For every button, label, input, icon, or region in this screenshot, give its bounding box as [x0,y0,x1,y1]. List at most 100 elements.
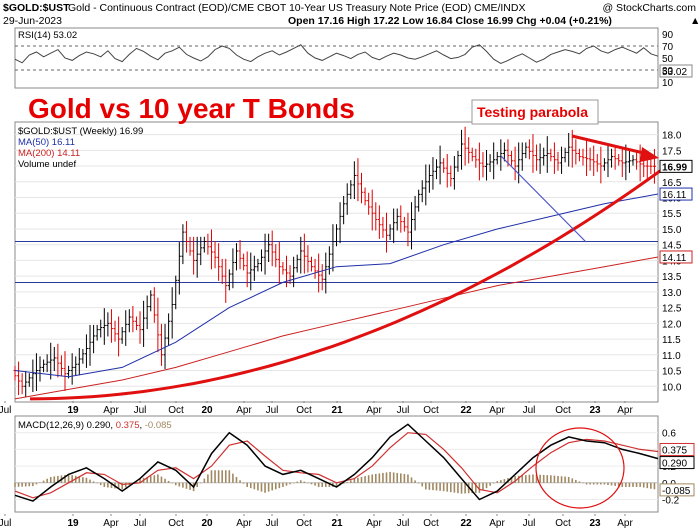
price-value-tag [659,159,693,173]
rsi-tick-label: 90 [662,30,674,41]
macd-histogram-bar [582,482,584,484]
signal-line [14,432,659,499]
price-tick-label: 10.0 [662,382,682,393]
macd-histogram-bar [349,480,352,483]
highlight-circle [535,427,625,509]
x-axis-label: Jul [266,405,279,416]
macd-histogram-bar [653,482,656,490]
macd-histogram-bar [149,476,152,483]
macd-histogram-bar [57,475,59,483]
macd-histogram-bar [246,482,248,487]
macd-histogram-bar [442,482,445,492]
x-axis-label: Jul [266,518,279,529]
ma50-legend: MA(50) 16.11 [18,137,75,148]
copyright-label: @ StockCharts.com [602,2,696,14]
x-axis-label: Jul [134,518,147,529]
price-tick-label: 11.0 [662,351,681,362]
macd-histogram-bar [425,482,427,490]
macd-histogram-bar [285,482,288,486]
macd-legend: MACD(12,26,9) 0.290, 0.375, -0.085 [18,420,172,431]
price-tick-label: 18.0 [662,131,682,142]
macd-tick-label: 0.6 [662,429,676,440]
macd-histogram-bar [353,478,356,483]
macd-histogram-bar [78,476,81,483]
price-tick-label: 15.0 [662,225,682,236]
x-axis-label: Oct [555,518,571,529]
x-axis-label: Oct [423,405,439,416]
macd-histogram-bar [414,480,416,483]
macd-histogram-bar [625,482,627,487]
macd-histogram-bar [510,477,513,483]
macd-histogram-bar [171,482,173,484]
macd-histogram-bar [64,474,66,483]
macd-histogram-bar [110,482,113,488]
macd-histogram-bar [199,482,202,484]
macd-histogram-bar [296,481,299,483]
macd-histogram-bar [103,482,106,487]
macd-histogram-bar [492,482,495,484]
x-axis-label: Jul [0,518,11,529]
macd-histogram-bar [557,475,559,483]
price-tick-label: 12.5 [662,304,682,315]
x-axis-label: Apr [617,518,633,529]
macd-value-tag [659,483,695,497]
macd-histogram-bar [242,482,245,484]
x-axis-label: Oct [168,518,184,529]
x-axis-label: 19 [67,405,79,416]
macd-histogram-bar [239,480,241,483]
macd-histogram-bar [182,482,184,488]
macd-histogram-bar [521,475,524,483]
macd-histogram-bar [235,476,238,483]
macd-histogram-bar [207,474,209,483]
macd-histogram-bar [642,482,645,488]
macd-histogram-bar [646,482,649,489]
macd-histogram-bar [635,482,638,487]
macd-histogram-bar [185,482,188,489]
macd-histogram-bar [439,482,441,491]
macd-histogram-bar [71,475,73,483]
description-label: Gold - Continuous Contract (EOD)/CME CBO… [68,2,525,14]
macd-histogram-bar [371,474,374,483]
macd-histogram-bar [39,482,41,483]
price-tick-label: 17.5 [662,146,682,157]
testing-parabola-label: Testing parabola [477,104,588,120]
macd-histogram-bar [228,470,231,483]
price-panel: $GOLD:$UST (Weekly) 16.99 MA(50) 16.11 M… [13,121,693,403]
macd-histogram-bar [274,482,277,490]
macd-histogram-bar [471,482,474,494]
macd-histogram-bar [378,473,381,483]
x-axis-label: Oct [423,518,439,529]
macd-histogram-bar [450,482,452,493]
macd-histogram-bar [575,479,577,483]
x-axis-label: Apr [236,405,252,416]
x-axis-label: Apr [103,405,119,416]
price-value-tag-text: 14.11 [662,253,687,264]
macd-histogram-bar [628,482,631,487]
price-tick-label: 15.5 [662,209,682,220]
macd-histogram-bar [464,482,466,494]
macd-histogram-bar [360,476,363,483]
x-axis-label: Jul [0,405,11,416]
macd-histogram-bar [410,477,413,483]
ma200-line [14,256,659,400]
price-tick-label: 13.0 [662,288,682,299]
macd-histogram-bar [603,482,606,485]
testing-label-box [471,99,599,125]
macd-histogram-bar [342,482,345,484]
macd-value-tag-text: -0.085 [662,486,691,497]
x-axis-label: 20 [201,405,213,416]
macd-histogram-bar [525,475,527,483]
macd-histogram-bar [85,477,88,483]
macd-histogram-bar [292,482,295,484]
x-axis-label: 23 [589,518,601,529]
x-axis-label: Jul [134,405,147,416]
macd-histogram-bar [264,482,266,493]
macd-histogram-bar [17,482,20,487]
macd-histogram-bar [346,481,349,483]
macd-histogram-bar [224,470,227,483]
x-axis-label: 21 [331,518,343,529]
macd-histogram-bar [610,482,613,486]
macd-histogram-bar [542,474,545,483]
macd-histogram-bar [475,482,477,493]
